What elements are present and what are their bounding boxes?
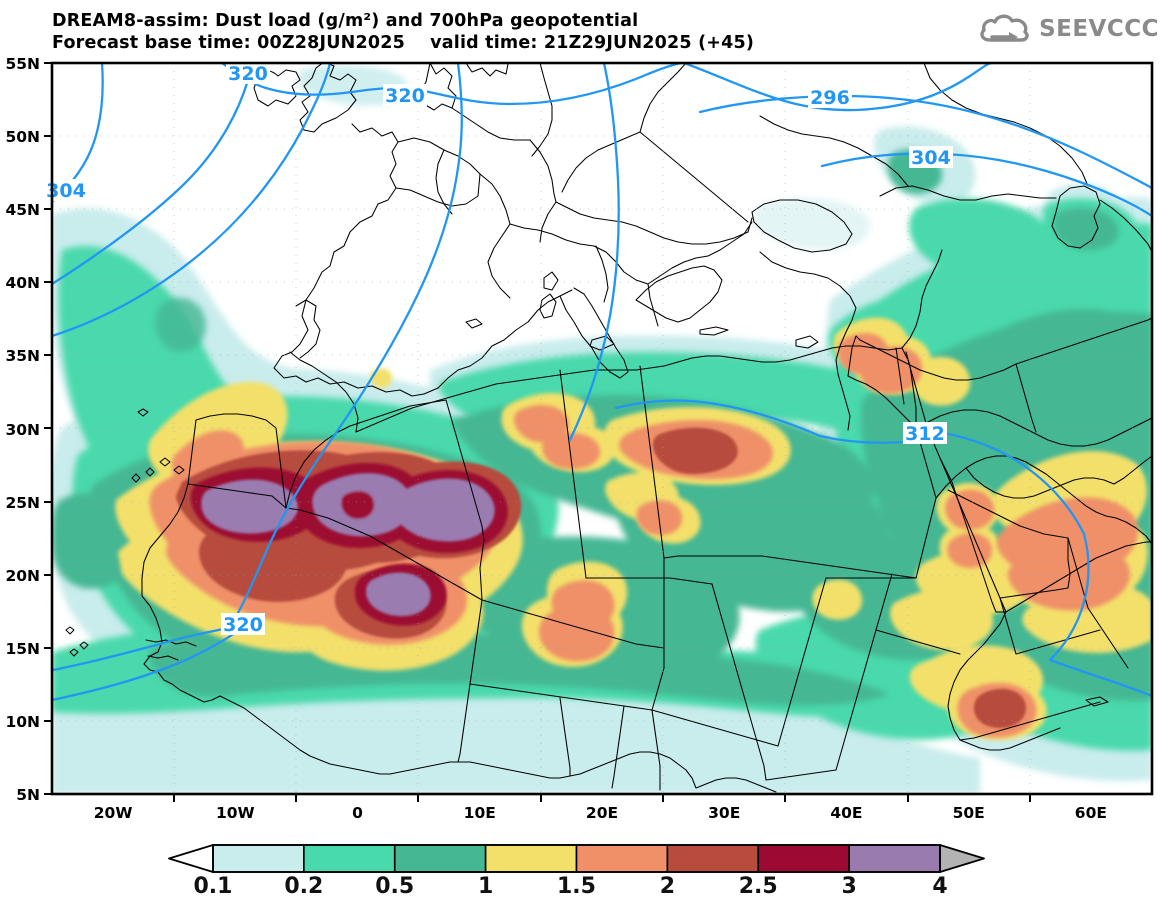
x-axis-tick-label: 20W (93, 804, 133, 822)
y-axis-tick-label: 45N (5, 201, 40, 220)
y-axis-tick-label: 25N (5, 493, 40, 512)
colorbar-swatch (303, 844, 396, 873)
colorbar[interactable] (168, 844, 985, 873)
x-axis-tick-label: 20E (585, 804, 619, 822)
x-axis-tick-label: 10E (463, 804, 496, 822)
y-axis-tick-label: 20N (5, 566, 40, 585)
x-axis-tick-label: 40E (830, 804, 863, 822)
contour-value-labels: 320 296 304 304 312 320 320 (44, 62, 953, 636)
contour-label-backing (903, 422, 947, 444)
y-axis-tick-label: 50N (5, 128, 40, 147)
axis-ticks (44, 62, 1031, 802)
x-axis-tick-label: 50E (952, 804, 985, 822)
contour-label: 304 (911, 147, 951, 169)
colorbar-swatch (666, 844, 760, 873)
contour-label-backing (383, 84, 427, 106)
contour-label: 320 (223, 614, 263, 636)
x-axis-tick-label: 60E (1074, 804, 1107, 822)
contour-label-backing (221, 613, 265, 635)
chart-title-block: DREAM8-assim: Dust load (g/m²) and 700hP… (52, 10, 812, 54)
colorbar-tick-label: 2.5 (738, 874, 778, 899)
dust-level-3 (201, 473, 495, 617)
contour-label-backing (909, 146, 953, 168)
x-axis-tick-label: 30E (708, 804, 741, 822)
geopotential-contours (52, 63, 1152, 702)
y-axis-tick-label: 40N (5, 274, 40, 293)
colorbar-tick-label: 0.5 (375, 874, 415, 899)
colorbar-tick-label: 2 (659, 874, 676, 899)
colorbar-swatch (848, 844, 941, 873)
colorbar-swatch (757, 844, 850, 873)
y-axis-tick-label: 15N (5, 639, 40, 658)
seevccc-logo: SEEVCCC (978, 12, 1159, 46)
x-axis-tick-label: 10W (215, 804, 255, 822)
contour-label: 304 (46, 180, 86, 202)
contour-label: 320 (385, 85, 425, 107)
contour-label: 296 (810, 87, 850, 109)
logo-text: SEEVCCC (1039, 16, 1159, 42)
cloud-arrow-icon (980, 14, 1029, 42)
y-axis-tick-label: 55N (5, 55, 40, 73)
coastlines-and-borders (65, 63, 1152, 793)
colorbar-tick-label: 0.1 (193, 874, 233, 899)
colorbar-frame (212, 844, 941, 873)
contour-label-backing (226, 62, 270, 84)
y-axis-tick-label: 5N (16, 786, 40, 804)
contour-label-backing (808, 86, 852, 108)
y-axis-tick-label: 35N (5, 347, 40, 366)
colorbar-swatch (575, 844, 669, 873)
contour-label: 320 (228, 63, 268, 85)
x-axis-tick-label: 0 (352, 804, 363, 822)
forecast-time-subtitle: Forecast base time: 00Z28JUN2025 valid t… (52, 33, 755, 53)
y-axis-tick-label: 10N (5, 712, 40, 731)
colorbar-tick-label: 1.5 (557, 874, 596, 899)
colorbar-tick-label: 3 (841, 874, 857, 899)
colorbar-tick-label: 1 (477, 874, 494, 899)
colorbar-under-arrow (168, 844, 214, 873)
y-axis-tick-label: 30N (5, 420, 40, 439)
contour-label-backing (44, 179, 88, 201)
colorbar-swatch (393, 844, 487, 873)
colorbar-over-arrow (939, 844, 985, 873)
colorbar-tick-label: 4 (932, 874, 948, 899)
colorbar-swatch (212, 844, 305, 873)
page-title: DREAM8-assim: Dust load (g/m²) and 700hP… (52, 11, 639, 31)
colorbar-tick-label: 0.2 (284, 874, 324, 899)
colorbar-swatch (484, 844, 578, 873)
contour-label: 312 (905, 423, 945, 445)
